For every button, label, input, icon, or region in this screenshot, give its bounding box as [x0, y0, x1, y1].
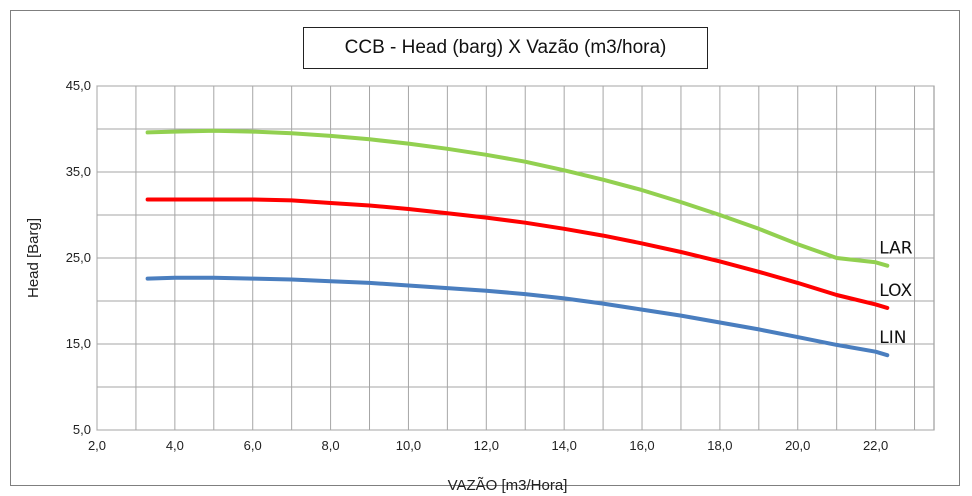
x-tick-label: 4,0: [166, 438, 184, 453]
x-tick-label: 22,0: [863, 438, 888, 453]
series-line-lin: [145, 275, 890, 358]
y-tick-label: 15,0: [66, 336, 91, 351]
x-tick-label: 8,0: [322, 438, 340, 453]
x-tick-label: 20,0: [785, 438, 810, 453]
series-label-lin: LIN: [879, 328, 906, 348]
x-tick-label: 10,0: [396, 438, 421, 453]
chart-frame: [10, 10, 960, 486]
x-axis-label: VAZÃO [m3/Hora]: [448, 477, 568, 494]
y-tick-label: 45,0: [66, 78, 91, 93]
series-line-lox: [145, 197, 890, 310]
y-tick-label: 25,0: [66, 250, 91, 265]
series-label-lar: LAR: [879, 239, 912, 259]
series-label-lox: LOX: [879, 281, 912, 301]
y-tick-label: 35,0: [66, 164, 91, 179]
x-tick-label: 14,0: [552, 438, 577, 453]
x-tick-label: 6,0: [244, 438, 262, 453]
series-line-lar: [145, 128, 890, 268]
x-tick-label: 16,0: [629, 438, 654, 453]
x-tick-label: 18,0: [707, 438, 732, 453]
chart-title: CCB - Head (barg) X Vazão (m3/hora): [303, 27, 708, 69]
y-tick-label: 5,0: [73, 422, 91, 437]
y-axis-label: Head [Barg]: [25, 218, 42, 298]
x-tick-label: 12,0: [474, 438, 499, 453]
x-tick-label: 2,0: [88, 438, 106, 453]
